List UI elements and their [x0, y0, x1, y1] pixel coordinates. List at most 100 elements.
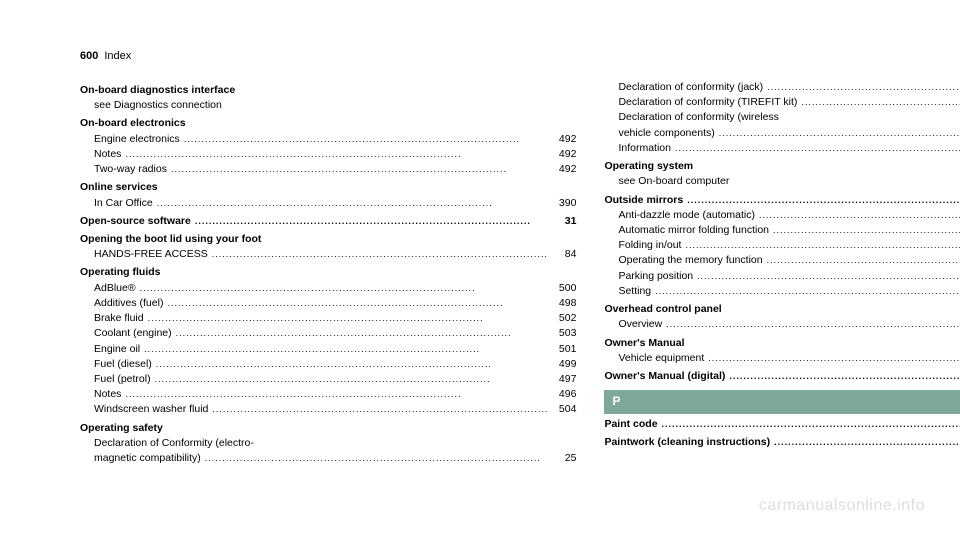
leader-dots — [759, 209, 960, 222]
index-sub-entry: Information24 — [604, 141, 960, 156]
entry-text: Overview — [618, 317, 662, 332]
leader-dots — [687, 194, 960, 207]
index-sub-entry: Coolant (engine)503 — [80, 326, 576, 341]
leader-dots — [719, 127, 960, 140]
entry-text: Outside mirrors — [604, 193, 683, 208]
index-sub-entry: Windscreen washer fluid504 — [80, 402, 576, 417]
index-sub-entry: Declaration of conformity (TIREFIT kit)2… — [604, 95, 960, 110]
entry-text: Operating the memory function — [618, 253, 762, 268]
page-ref: 498 — [552, 296, 576, 311]
leader-dots — [774, 436, 960, 449]
page-ref: 390 — [552, 196, 576, 211]
leader-dots — [212, 403, 548, 416]
leader-dots — [125, 388, 548, 401]
entry-text: Two-way radios — [94, 162, 167, 177]
leader-dots — [125, 148, 548, 161]
index-heading: Operating safety — [80, 421, 576, 436]
entry-text: Engine electronics — [94, 132, 180, 147]
page-ref: 492 — [552, 162, 576, 177]
entry-text: Notes — [94, 387, 121, 402]
entry-text: In Car Office — [94, 196, 153, 211]
entry-text: Parking position — [618, 269, 693, 284]
entry-text: Brake fluid — [94, 311, 144, 326]
index-sub-entry: Fuel (diesel) 499 — [80, 357, 576, 372]
index-sub-entry: Parking position142 — [604, 269, 960, 284]
leader-dots — [685, 239, 960, 252]
index-sub-entry: Two-way radios 492 — [80, 162, 576, 177]
entry-text: Additives (fuel) — [94, 296, 163, 311]
index-sub-entry: Declaration of conformity (wireless — [604, 110, 960, 125]
page-title: Index — [104, 50, 131, 62]
index-heading: Operating fluids — [80, 265, 576, 280]
index-heading: Owner's Manual — [604, 336, 960, 351]
index-sub-entry: Declaration of conformity (jack)26 — [604, 80, 960, 95]
leader-dots — [171, 163, 548, 176]
page-number: 600 — [80, 50, 98, 62]
leader-dots — [155, 373, 549, 386]
page-ref: 492 — [552, 132, 576, 147]
entry-text: Declaration of conformity (jack) — [618, 80, 763, 95]
index-heading: On-board electronics — [80, 116, 576, 131]
entry-text: Folding in/out — [618, 238, 681, 253]
index-heading: Operating system — [604, 159, 960, 174]
index-sub-entry: Automatic mirror folding function143 — [604, 223, 960, 238]
leader-dots — [662, 418, 960, 431]
page-ref: 501 — [552, 342, 576, 357]
index-sub-entry: Declaration of Conformity (electro- — [80, 436, 576, 451]
index-sub-entry: Setting141 — [604, 284, 960, 299]
leader-dots — [801, 96, 960, 109]
index-sub-entry: AdBlue®500 — [80, 281, 576, 296]
index-sub-entry: Vehicle equipment24 — [604, 351, 960, 366]
column-2: Declaration of conformity (jack)26Declar… — [604, 80, 960, 466]
index-heading-entry: Paintwork (cleaning instructions)439 — [604, 435, 960, 450]
page-ref: 499 — [552, 357, 576, 372]
leader-dots — [195, 215, 549, 228]
entry-text: Automatic mirror folding function — [618, 223, 769, 238]
index-columns: On-board diagnostics interfacesee Diagno… — [80, 80, 910, 466]
page-ref: 503 — [552, 326, 576, 341]
leader-dots — [655, 285, 960, 298]
leader-dots — [184, 133, 549, 146]
entry-text: Fuel (petrol) — [94, 372, 151, 387]
index-sub-entry: vehicle components)25 — [604, 126, 960, 141]
index-sub-entry: Notes 492 — [80, 147, 576, 162]
index-sub-entry: magnetic compatibility)25 — [80, 451, 576, 466]
index-sub-entry: Additives (fuel) 498 — [80, 296, 576, 311]
leader-dots — [176, 327, 549, 340]
index-sub-entry: In Car Office 390 — [80, 196, 576, 211]
index-see-ref: see Diagnostics connection — [80, 98, 576, 113]
page-ref: 492 — [552, 147, 576, 162]
column-1: On-board diagnostics interfacesee Diagno… — [80, 80, 576, 466]
index-sub-entry: Operating the memory function107 — [604, 253, 960, 268]
index-heading-entry: Paint code494 — [604, 417, 960, 432]
index-see-ref: see On-board computer — [604, 174, 960, 189]
leader-dots — [675, 142, 960, 155]
page-ref: 84 — [552, 247, 576, 262]
page-ref: 504 — [552, 402, 576, 417]
index-sub-entry: Folding in/out141 — [604, 238, 960, 253]
leader-dots — [140, 282, 549, 295]
leader-dots — [157, 197, 549, 210]
entry-text: Fuel (diesel) — [94, 357, 152, 372]
page-ref: 497 — [552, 372, 576, 387]
index-sub-entry: Notes496 — [80, 387, 576, 402]
entry-text: Notes — [94, 147, 121, 162]
section-letter: P — [604, 390, 960, 413]
page-ref: 500 — [552, 281, 576, 296]
leader-dots — [729, 370, 960, 383]
leader-dots — [666, 318, 960, 331]
page-ref: 502 — [552, 311, 576, 326]
index-sub-entry: Fuel (petrol) 497 — [80, 372, 576, 387]
index-heading: Opening the boot lid using your foot — [80, 232, 576, 247]
index-sub-entry: Brake fluid 502 — [80, 311, 576, 326]
entry-text: Engine oil — [94, 342, 140, 357]
leader-dots — [148, 312, 549, 325]
leader-dots — [697, 270, 960, 283]
index-heading-entry: Outside mirrors141, 142 — [604, 193, 960, 208]
index-heading: Overhead control panel — [604, 302, 960, 317]
page-ref: 25 — [552, 451, 576, 466]
page-ref: 31 — [552, 214, 576, 229]
index-heading-entry: Owner's Manual (digital)20 — [604, 369, 960, 384]
page-header: 600 Index — [80, 50, 910, 62]
entry-text: Setting — [618, 284, 651, 299]
